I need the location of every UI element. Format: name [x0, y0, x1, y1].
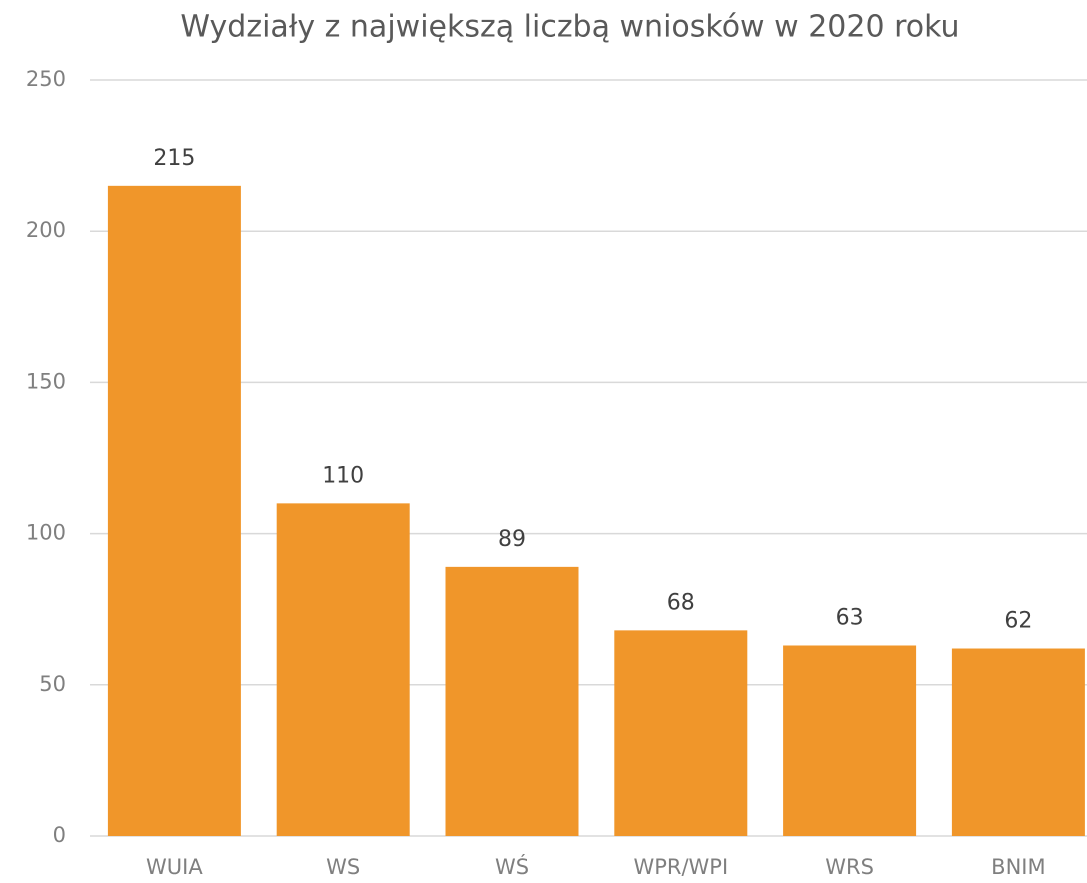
bar: [951, 648, 1085, 836]
bar: [614, 630, 748, 836]
y-tick-label: 0: [53, 823, 66, 847]
y-tick-label: 150: [26, 369, 66, 393]
x-tick-label: WPR/WPI: [633, 855, 728, 879]
y-tick-label: 50: [39, 672, 66, 696]
bar: [783, 645, 917, 836]
data-label: 68: [667, 590, 695, 615]
bar: [107, 185, 241, 837]
x-tick-label: WUIA: [146, 855, 203, 879]
x-tick-label: WS: [326, 855, 360, 879]
y-tick-label: 200: [26, 218, 66, 242]
x-tick-label: BNIM: [991, 855, 1045, 879]
data-label: 215: [153, 146, 195, 171]
bar: [445, 566, 579, 836]
bar: [276, 503, 410, 836]
data-label: 62: [1004, 609, 1032, 634]
x-tick-label: WŚ: [495, 854, 529, 879]
y-tick-label: 100: [26, 521, 66, 545]
x-tick-label: WRS: [825, 855, 874, 879]
data-label: 110: [322, 463, 364, 488]
y-tick-label: 250: [26, 67, 66, 91]
chart-title: Wydziały z największą liczbą wniosków w …: [180, 10, 959, 45]
data-label: 89: [498, 527, 526, 552]
data-label: 63: [836, 605, 864, 630]
